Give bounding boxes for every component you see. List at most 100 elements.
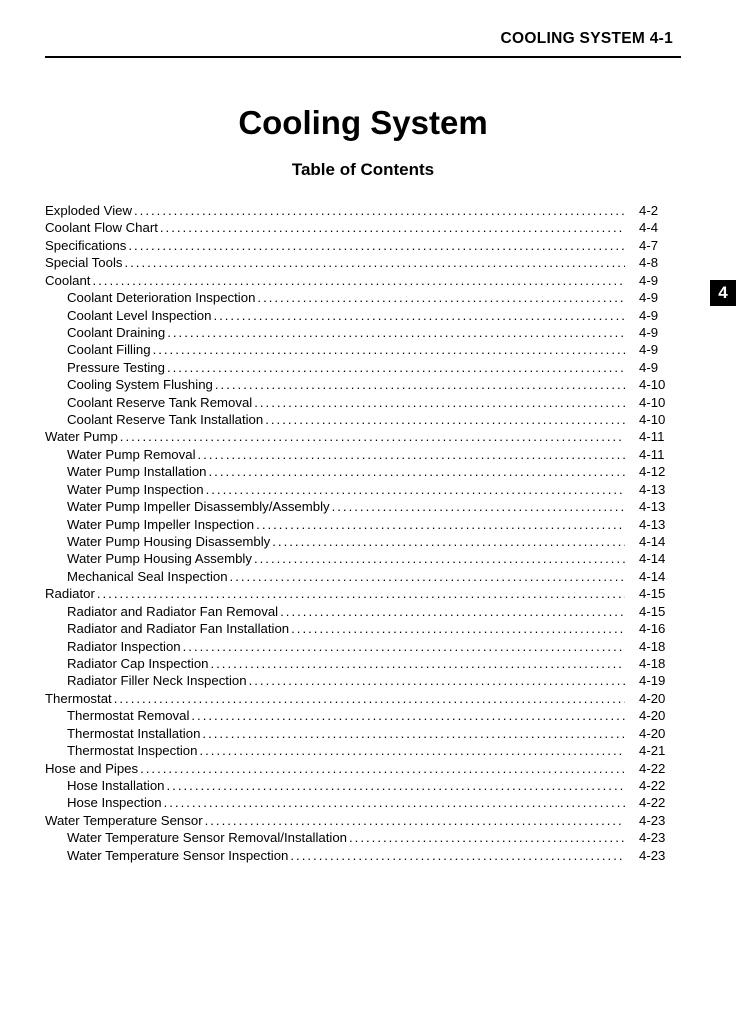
toc-entry-title: Exploded View [45, 202, 132, 219]
toc-entry-title: Water Pump Removal [45, 446, 196, 463]
toc-row: Water Pump Removal 4-11 [45, 446, 681, 463]
toc-entry-title: Coolant Level Inspection [45, 307, 211, 324]
toc-row: Water Temperature Sensor 4-23 [45, 812, 681, 829]
toc-leader-dots [204, 481, 625, 498]
toc-row: Water Pump Impeller Disassembly/Assembly… [45, 498, 681, 515]
toc-entry-page: 4-11 [625, 446, 681, 463]
toc-entry-title: Coolant Flow Chart [45, 219, 158, 236]
toc-leader-dots [165, 324, 625, 341]
toc-entry-title: Hose Inspection [45, 794, 162, 811]
toc-entry-title: Coolant Filling [45, 341, 151, 358]
toc-row: Radiator Inspection 4-18 [45, 638, 681, 655]
toc-entry-page: 4-15 [625, 585, 681, 602]
toc-entry-page: 4-20 [625, 690, 681, 707]
toc-leader-dots [288, 847, 625, 864]
toc-entry-page: 4-9 [625, 272, 681, 289]
toc-leader-dots [347, 829, 625, 846]
toc-leader-dots [278, 603, 625, 620]
toc-row: Water Pump Installation 4-12 [45, 463, 681, 480]
toc-leader-dots [90, 272, 625, 289]
chapter-title: Cooling System [45, 104, 681, 142]
toc-leader-dots [118, 428, 625, 445]
toc-leader-dots [132, 202, 625, 219]
toc-leader-dots [263, 411, 625, 428]
toc-leader-dots [165, 359, 625, 376]
toc-entry-title: Coolant Deterioration Inspection [45, 289, 255, 306]
toc-entry-title: Water Pump Impeller Disassembly/Assembly [45, 498, 330, 515]
toc-entry-title: Water Temperature Sensor [45, 812, 203, 829]
toc-row: Radiator Cap Inspection 4-18 [45, 655, 681, 672]
toc-entry-title: Water Temperature Sensor Removal/Install… [45, 829, 347, 846]
toc-entry-title: Specifications [45, 237, 126, 254]
toc-leader-dots [151, 341, 625, 358]
toc-entry-title: Coolant [45, 272, 90, 289]
toc-leader-dots [330, 498, 625, 515]
toc-leader-dots [122, 254, 625, 271]
toc-entry-title: Radiator Inspection [45, 638, 181, 655]
toc-entry-page: 4-12 [625, 463, 681, 480]
toc-entry-page: 4-13 [625, 481, 681, 498]
toc-leader-dots [252, 394, 625, 411]
toc-row: Water Temperature Sensor Inspection 4-23 [45, 847, 681, 864]
toc-row: Exploded View 4-2 [45, 202, 681, 219]
toc-entry-title: Coolant Reserve Tank Installation [45, 411, 263, 428]
toc-leader-dots [228, 568, 625, 585]
toc-entry-title: Radiator and Radiator Fan Removal [45, 603, 278, 620]
toc-row: Pressure Testing 4-9 [45, 359, 681, 376]
toc-entry-page: 4-10 [625, 411, 681, 428]
toc-row: Coolant Reserve Tank Removal 4-10 [45, 394, 681, 411]
toc-entry-title: Thermostat Installation [45, 725, 200, 742]
toc-entry-page: 4-11 [625, 428, 681, 445]
toc-entry-page: 4-23 [625, 829, 681, 846]
toc-entry-page: 4-9 [625, 324, 681, 341]
toc-entry-page: 4-21 [625, 742, 681, 759]
toc-entry-page: 4-16 [625, 620, 681, 637]
toc-entry-title: Special Tools [45, 254, 122, 271]
toc-entry-title: Water Pump Installation [45, 463, 207, 480]
toc-leader-dots [165, 777, 626, 794]
toc-row: Thermostat Removal 4-20 [45, 707, 681, 724]
table-of-contents: Exploded View4-2Coolant Flow Chart4-4Spe… [45, 202, 681, 864]
toc-row: Radiator Filler Neck Inspection 4-19 [45, 672, 681, 689]
toc-leader-dots [254, 516, 625, 533]
toc-row: Radiator4-15 [45, 585, 681, 602]
toc-entry-title: Water Pump Impeller Inspection [45, 516, 254, 533]
toc-row: Coolant Reserve Tank Installation 4-10 [45, 411, 681, 428]
toc-row: Thermostat 4-20 [45, 690, 681, 707]
toc-row: Hose Installation 4-22 [45, 777, 681, 794]
toc-row: Hose Inspection 4-22 [45, 794, 681, 811]
toc-entry-title: Hose and Pipes [45, 760, 138, 777]
toc-leader-dots [196, 446, 626, 463]
toc-row: Hose and Pipes 4-22 [45, 760, 681, 777]
toc-entry-page: 4-10 [625, 394, 681, 411]
toc-row: Special Tools 4-8 [45, 254, 681, 271]
toc-entry-page: 4-2 [625, 202, 681, 219]
toc-leader-dots [211, 307, 625, 324]
toc-entry-title: Water Pump Housing Assembly [45, 550, 252, 567]
toc-entry-page: 4-13 [625, 498, 681, 515]
toc-entry-title: Hose Installation [45, 777, 165, 794]
toc-row: Water Pump4-11 [45, 428, 681, 445]
toc-entry-page: 4-10 [625, 376, 681, 393]
toc-entry-page: 4-15 [625, 603, 681, 620]
divider [45, 56, 681, 58]
toc-entry-title: Thermostat [45, 690, 112, 707]
toc-leader-dots [208, 655, 625, 672]
toc-entry-page: 4-9 [625, 307, 681, 324]
toc-leader-dots [95, 585, 625, 602]
toc-entry-title: Water Temperature Sensor Inspection [45, 847, 288, 864]
toc-entry-page: 4-18 [625, 638, 681, 655]
toc-row: Water Pump Inspection 4-13 [45, 481, 681, 498]
toc-entry-page: 4-22 [625, 760, 681, 777]
toc-entry-page: 4-9 [625, 289, 681, 306]
toc-entry-title: Water Pump Housing Disassembly [45, 533, 270, 550]
toc-entry-page: 4-19 [625, 672, 681, 689]
toc-entry-title: Thermostat Removal [45, 707, 189, 724]
toc-row: Specifications 4-7 [45, 237, 681, 254]
toc-row: Coolant Deterioration Inspection 4-9 [45, 289, 681, 306]
toc-entry-page: 4-7 [625, 237, 681, 254]
toc-entry-page: 4-20 [625, 707, 681, 724]
toc-entry-title: Water Pump Inspection [45, 481, 204, 498]
toc-row: Water Pump Housing Disassembly 4-14 [45, 533, 681, 550]
page-header: COOLING SYSTEM 4-1 [45, 30, 681, 48]
